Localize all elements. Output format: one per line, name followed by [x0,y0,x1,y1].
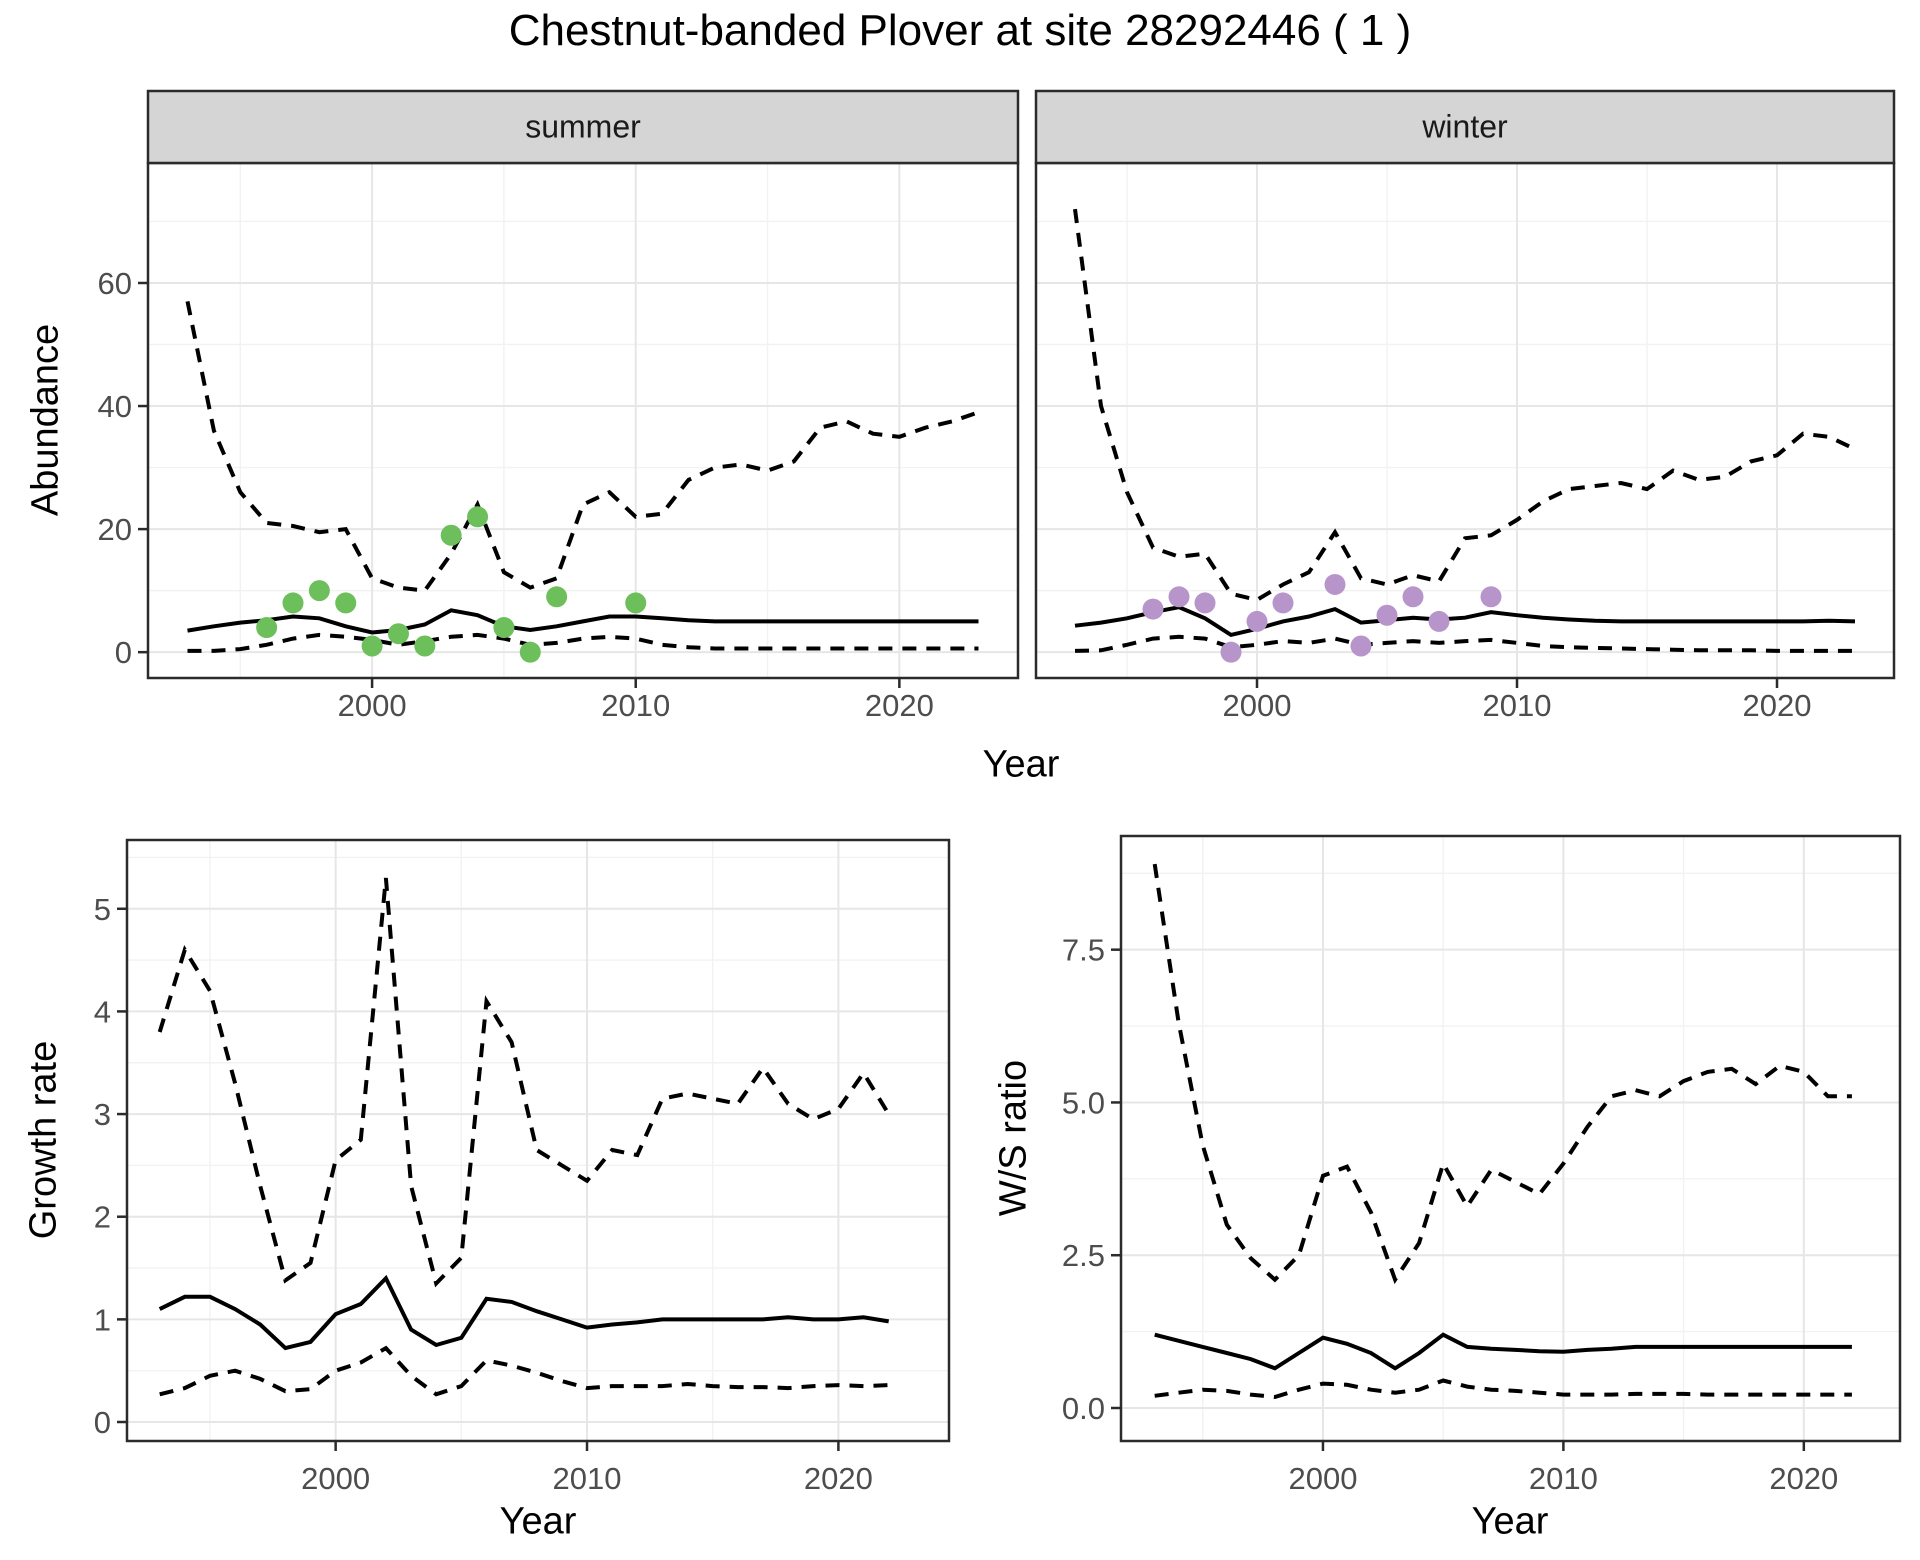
x-tick-label: 2020 [1769,1461,1838,1496]
x-tick-label: 2010 [1529,1461,1598,1496]
y-tick-label: 0 [115,635,132,670]
data-point-observed-counts [1324,573,1346,595]
series-line-upper-95ci [1152,863,1852,1285]
data-point-observed-counts [519,641,541,663]
data-point-observed-counts [1194,592,1216,614]
series-line-lower-95ci [187,632,979,653]
facet-label-summer: summer [525,108,641,145]
data-point-observed-counts [493,617,515,639]
panel-background [1036,163,1894,678]
series-line-median [158,1274,890,1351]
series-line-upper-95ci [185,300,980,593]
series-line-median [187,608,979,635]
data-point-observed-counts [1428,610,1450,632]
facet-label-winter: winter [1422,108,1508,145]
data-point-observed-counts [1480,586,1502,608]
x-tick-label: 2000 [1288,1461,1357,1496]
facet-strip [146,89,1020,165]
data-point-observed-counts [282,592,304,614]
data-point-observed-counts [1168,586,1190,608]
data-point-observed-counts [1376,604,1398,626]
data-point-observed-counts [546,586,568,608]
data-point-observed-counts [414,635,436,657]
y-tick-label: 1 [94,1302,111,1337]
data-point-observed-counts [335,592,357,614]
data-point-observed-counts [1272,592,1294,614]
x-tick-label: 2000 [338,688,407,723]
data-point-observed-counts [440,524,462,546]
y-tick-label: 4 [94,994,111,1029]
panel-background [148,163,1018,678]
y-tick-label: 0 [94,1405,111,1440]
data-point-observed-counts [1220,641,1242,663]
x-tick-label: 2000 [1223,688,1292,723]
y-tick-label: 40 [98,389,132,424]
x-tick-label: 2020 [865,688,934,723]
series-line-upper-95ci [157,877,891,1288]
y-tick-label: 7.5 [1062,933,1105,968]
x-axis-title-bottom-right: Year [1471,1500,1549,1543]
series-line-lower-95ci [159,1345,889,1397]
y-tick-label: 20 [98,512,132,547]
data-point-observed-counts [256,617,278,639]
x-tick-label: 2020 [1743,688,1812,723]
x-tick-label: 2010 [553,1461,622,1496]
x-axis-title-bottom-left: Year [499,1500,577,1543]
y-tick-label: 5 [94,892,111,927]
data-point-observed-counts [361,635,383,657]
x-tick-label: 2010 [601,688,670,723]
data-point-observed-counts [1350,635,1372,657]
y-axis-title-abundance: Abundance [24,323,67,517]
data-point-observed-counts [1402,586,1424,608]
panel-background [127,840,949,1441]
y-tick-label: 2 [94,1200,111,1235]
data-point-observed-counts [308,580,330,602]
y-tick-label: 3 [94,1097,111,1132]
data-point-observed-counts [1142,598,1164,620]
data-point-observed-counts [1246,610,1268,632]
panel-border [1119,834,1902,1443]
x-tick-label: 2000 [301,1461,370,1496]
data-point-observed-counts [467,506,489,528]
series-line-upper-95ci [1073,208,1856,603]
series-line-lower-95ci [1154,1378,1852,1400]
x-axis-title-top: Year [982,743,1060,786]
series-line-median [1074,605,1856,638]
panel-background [1121,836,1900,1441]
y-axis-title-ws-ratio: W/S ratio [992,1059,1035,1217]
y-axis-title-growth-rate: Growth rate [22,1040,65,1240]
series-line-median [1154,1332,1852,1371]
y-tick-label: 0.0 [1062,1391,1105,1426]
x-tick-label: 2020 [804,1461,873,1496]
chart-title: Chestnut-banded Plover at site 28292446 … [508,6,1412,55]
y-tick-label: 5.0 [1062,1085,1105,1120]
series-line-lower-95ci [1074,634,1855,653]
data-point-observed-counts [625,592,647,614]
facet-strip [1034,89,1896,165]
data-point-observed-counts [387,623,409,645]
y-tick-label: 2.5 [1062,1238,1105,1273]
x-tick-label: 2010 [1483,688,1552,723]
panel-border [125,838,951,1443]
y-tick-label: 60 [98,266,132,301]
